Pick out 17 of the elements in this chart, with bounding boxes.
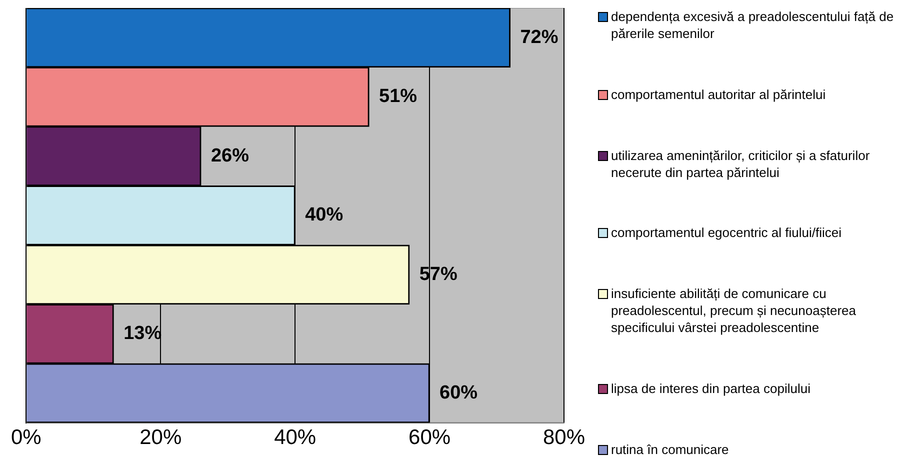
legend-label: comportamentul autoritar al părintelui [611,86,826,103]
legend-label: lipsa de interes din partea copilului [611,380,810,398]
x-tick-label: 40% [274,426,316,450]
x-tick-label: 80% [542,426,585,450]
data-label: 40% [305,204,344,226]
x-tick-label: 20% [140,426,182,450]
x-tick-label: 0% [10,426,42,450]
legend-label: rutina în comunicare [611,440,729,458]
x-tick-label: 60% [408,426,451,450]
legend-label: comportamentul egocentric al fiului/fiicei [611,224,842,242]
data-label: 51% [379,86,418,108]
data-label: 60% [440,382,478,404]
legend-label: utilizarea amenințărilor, criticilor și a sfaturilor necerute din partea părintelui [611,146,871,181]
legend-label: dependența excesivă a preadolescentului față de părerile semenilor [611,8,895,42]
data-label: 72% [520,26,558,48]
legend-label: insuficiente abilități de comunicare cu preadolescentul, precum și necunoașterea specificului vârstei preadolescentine [611,285,857,336]
data-label: 26% [210,145,250,166]
